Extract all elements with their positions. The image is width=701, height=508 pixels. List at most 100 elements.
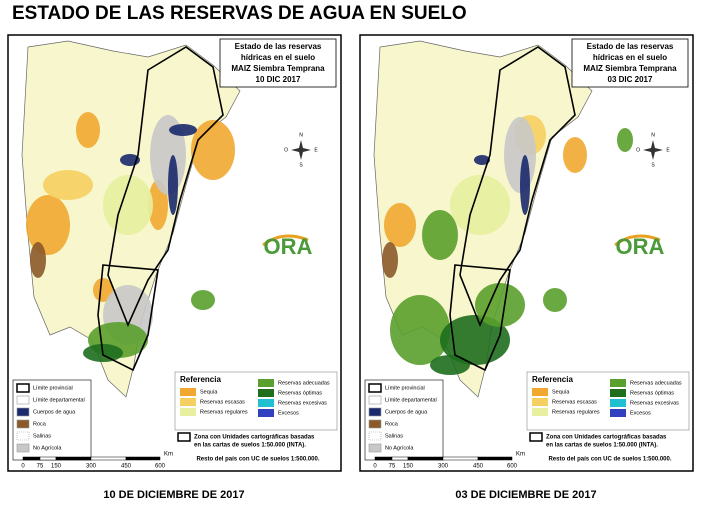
legend-label: Límite departamental bbox=[385, 397, 437, 403]
reference-swatch bbox=[532, 408, 548, 416]
reference-label: Reservas óptimas bbox=[630, 390, 674, 396]
reference-title: Referencia bbox=[180, 375, 221, 384]
legend-swatch bbox=[368, 383, 382, 393]
scale-label: 450 bbox=[121, 464, 132, 470]
scale-label: 75 bbox=[389, 464, 396, 470]
compass-letter: N bbox=[651, 132, 655, 138]
legend-label: Roca bbox=[33, 421, 47, 427]
legend-label: No Agrícola bbox=[33, 445, 62, 451]
reference-swatch bbox=[258, 409, 274, 417]
map-heading: 03 DIC 2017 bbox=[608, 75, 653, 84]
soil-zone bbox=[617, 128, 633, 152]
logo-text: ORA bbox=[616, 234, 665, 259]
soil-zone bbox=[93, 278, 113, 302]
reference-box bbox=[174, 371, 338, 431]
legend-label: Límite provincial bbox=[33, 385, 73, 391]
compass-letter: E bbox=[666, 147, 670, 153]
note-text: en las cartas de suelos 1:50.000 (INTA). bbox=[194, 443, 306, 449]
compass: N S E O bbox=[284, 132, 318, 168]
compass: N S E O bbox=[636, 132, 670, 168]
map-heading: Estado de las reservas bbox=[587, 42, 674, 51]
scale-segment bbox=[477, 456, 513, 461]
scale-label: 150 bbox=[51, 464, 62, 470]
compass-letter: E bbox=[314, 147, 318, 153]
scale-label: 600 bbox=[507, 464, 518, 470]
legend-label: Salinas bbox=[385, 433, 403, 439]
scale-segment bbox=[55, 456, 92, 461]
soil-zone bbox=[30, 242, 46, 278]
compass-star bbox=[643, 140, 663, 160]
heading-box bbox=[571, 38, 689, 88]
soil-zone bbox=[543, 288, 567, 312]
map-heading: hídricas en el suelo bbox=[241, 53, 315, 62]
reference-label: Sequía bbox=[200, 389, 218, 395]
scale-segment bbox=[90, 456, 127, 461]
note-swatch bbox=[529, 432, 543, 442]
scale-segment bbox=[391, 456, 409, 461]
logo-text: ORA bbox=[264, 234, 313, 259]
high-res-zone bbox=[459, 46, 576, 328]
legend-swatch bbox=[368, 419, 382, 429]
reference-label: Reservas óptimas bbox=[278, 390, 322, 396]
map-caption: 10 DE DICIEMBRE DE 2017 bbox=[103, 489, 244, 501]
soil-zone bbox=[390, 295, 450, 365]
reference-swatch bbox=[610, 399, 626, 407]
reference-label: Sequía bbox=[552, 389, 570, 395]
soil-zone bbox=[168, 155, 178, 215]
soil-zone bbox=[384, 203, 416, 247]
scale-label: 150 bbox=[403, 464, 414, 470]
soil-zone bbox=[450, 175, 510, 235]
legend-label: Salinas bbox=[33, 433, 51, 439]
reference-swatch bbox=[532, 388, 548, 396]
scale-segment bbox=[125, 456, 161, 461]
reference-title: Referencia bbox=[532, 375, 573, 384]
reference-swatch bbox=[180, 398, 196, 406]
reference-swatch bbox=[180, 388, 196, 396]
map-caption: 03 DE DICIEMBRE DE 2017 bbox=[455, 489, 596, 501]
legend-swatch bbox=[16, 419, 30, 429]
note-text: en las cartas de suelos 1:50.000 (INTA). bbox=[546, 443, 658, 449]
high-res-zone bbox=[97, 264, 159, 372]
note-text: Zona con Unidades cartográficas basadas bbox=[194, 435, 315, 441]
reference-box bbox=[526, 371, 690, 431]
page-title: ESTADO DE LAS RESERVAS DE AGUA EN SUELO bbox=[12, 3, 467, 24]
soil-zone bbox=[103, 175, 153, 235]
legend-swatch bbox=[16, 407, 30, 417]
soil-zone bbox=[43, 170, 93, 200]
reference-swatch bbox=[258, 379, 274, 387]
high-res-zone bbox=[107, 46, 224, 328]
soil-zone bbox=[563, 137, 587, 173]
legend-swatch bbox=[16, 431, 30, 441]
compass-letter: O bbox=[636, 147, 640, 153]
reference-label: Excesos bbox=[630, 410, 651, 416]
soil-zone bbox=[191, 120, 235, 180]
reference-swatch bbox=[532, 398, 548, 406]
reference-label: Reservas adecuadas bbox=[630, 380, 682, 386]
soil-zone bbox=[474, 155, 490, 165]
scale-label: 300 bbox=[86, 464, 97, 470]
compass-letter: N bbox=[299, 132, 303, 138]
note-swatch bbox=[177, 432, 191, 442]
legend-swatch bbox=[368, 431, 382, 441]
reference-swatch bbox=[610, 409, 626, 417]
heading-box bbox=[219, 38, 337, 88]
reference-label: Reservas escasas bbox=[552, 399, 597, 405]
reference-label: Reservas excesivas bbox=[630, 400, 679, 406]
legend-label: No Agrícola bbox=[385, 445, 414, 451]
logo-swoosh bbox=[614, 234, 661, 247]
soil-zone bbox=[422, 210, 458, 260]
reference-label: Reservas regulares bbox=[200, 409, 248, 415]
map-heading: hídricas en el suelo bbox=[593, 53, 667, 62]
map-heading: MAIZ Siembra Temprana bbox=[231, 64, 325, 73]
legend-swatch bbox=[16, 383, 30, 393]
compass-letter: O bbox=[284, 147, 288, 153]
reference-label: Reservas adecuadas bbox=[278, 380, 330, 386]
reference-label: Reservas excesivas bbox=[278, 400, 327, 406]
map-heading: Estado de las reservas bbox=[235, 42, 322, 51]
legend-swatch bbox=[368, 443, 382, 453]
map-panel: Estado de las reservas hídricas en el sue… bbox=[359, 34, 694, 472]
scale-segment bbox=[22, 456, 41, 461]
soil-zone bbox=[169, 124, 197, 136]
